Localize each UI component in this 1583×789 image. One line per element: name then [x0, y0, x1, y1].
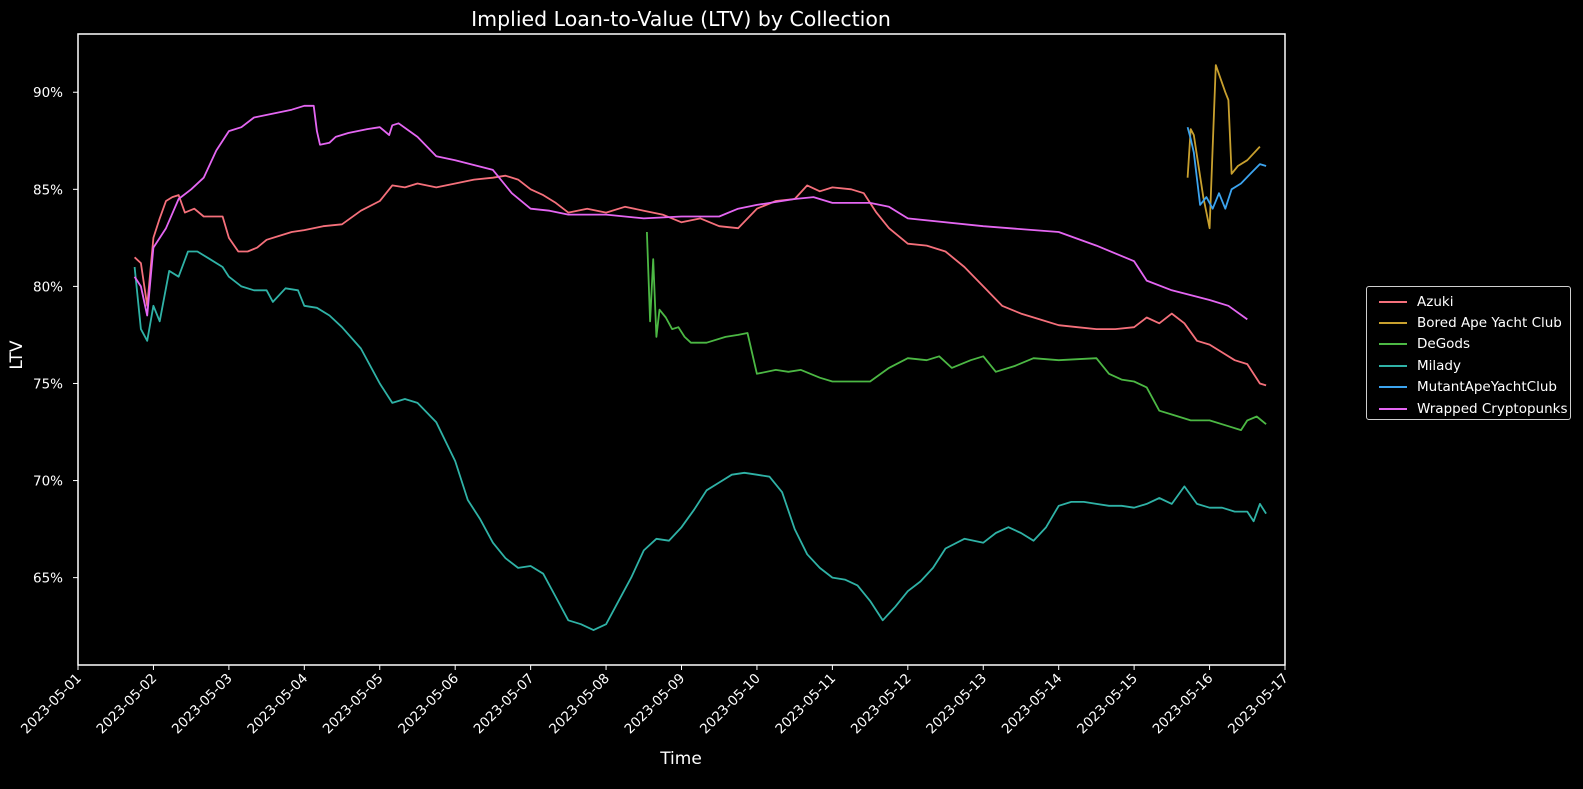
- legend-item-milady: Milady: [1379, 355, 1570, 376]
- x-tick-label: 2023-05-17: [1225, 671, 1292, 738]
- x-tick-label: 2023-05-09: [622, 671, 689, 738]
- chart-title: Implied Loan-to-Value (LTV) by Collectio…: [471, 7, 891, 31]
- chart-legend: Azuki Bored Ape Yacht Club DeGods Milady Mut…: [1366, 286, 1571, 420]
- y-axis: 65% 70% 75% 80% 85% 90%: [33, 85, 78, 587]
- series-line-wrapped-cryptopunks: [133, 104, 1248, 321]
- x-tick-label: 2023-05-07: [471, 671, 538, 738]
- legend-item-bored-ape-yacht-club: Bored Ape Yacht Club: [1379, 312, 1570, 333]
- series-line-bored-ape-yacht-club: [1186, 64, 1261, 230]
- x-tick-label: 2023-05-03: [169, 671, 236, 738]
- x-tick-label: 2023-05-15: [1074, 671, 1141, 738]
- legend-swatch: [1379, 343, 1407, 346]
- legend-item-wrapped-cryptopunks: Wrapped Cryptopunks: [1379, 398, 1570, 419]
- y-tick-label: 75%: [33, 376, 63, 392]
- legend-swatch: [1379, 386, 1407, 389]
- y-tick-label: 80%: [33, 279, 63, 295]
- x-tick-label: 2023-05-01: [18, 671, 85, 738]
- x-tick-label: 2023-05-14: [999, 671, 1066, 738]
- x-tick-label: 2023-05-08: [546, 671, 613, 738]
- x-tick-label: 2023-05-11: [772, 671, 839, 738]
- x-tick-label: 2023-05-06: [395, 671, 462, 738]
- legend-label: Wrapped Cryptopunks: [1417, 400, 1568, 417]
- legend-swatch: [1379, 322, 1407, 325]
- legend-item-mutantapeyachtclub: MutantApeYachtClub: [1379, 377, 1570, 398]
- x-tick-label: 2023-05-12: [848, 671, 915, 738]
- legend-item-degods: DeGods: [1379, 334, 1570, 355]
- x-tick-label: 2023-05-05: [320, 671, 387, 738]
- x-tick-label: 2023-05-10: [697, 671, 764, 738]
- legend-item-azuki: Azuki: [1379, 291, 1570, 312]
- legend-swatch: [1379, 407, 1407, 410]
- plot-area-frame: [77, 33, 1286, 666]
- x-tick-label: 2023-05-13: [923, 671, 990, 738]
- x-tick-label: 2023-05-02: [93, 671, 160, 738]
- x-tick-label: 2023-05-04: [244, 671, 311, 738]
- series-line-azuki: [133, 174, 1267, 387]
- legend-swatch: [1379, 300, 1407, 303]
- legend-swatch: [1379, 364, 1407, 367]
- y-axis-label: LTV: [7, 340, 27, 370]
- series-line-mutantapeyachtclub: [1186, 126, 1267, 210]
- x-tick-label: 2023-05-16: [1150, 671, 1217, 738]
- y-tick-label: 85%: [33, 182, 63, 198]
- legend-label: Bored Ape Yacht Club: [1417, 315, 1562, 332]
- y-tick-label: 70%: [33, 474, 63, 490]
- legend-label: Milady: [1417, 357, 1461, 374]
- y-tick-label: 65%: [33, 571, 63, 587]
- series-lines: [133, 64, 1267, 631]
- legend-label: Azuki: [1417, 293, 1454, 310]
- series-line-degods: [646, 231, 1267, 432]
- legend-label: DeGods: [1417, 336, 1471, 353]
- series-line-milady: [133, 250, 1267, 631]
- x-axis-label: Time: [659, 749, 702, 769]
- x-axis: 2023-05-01 2023-05-02 2023-05-03 2023-05-04…: [18, 665, 1292, 737]
- y-tick-label: 90%: [33, 85, 63, 101]
- legend-label: MutantApeYachtClub: [1417, 379, 1557, 396]
